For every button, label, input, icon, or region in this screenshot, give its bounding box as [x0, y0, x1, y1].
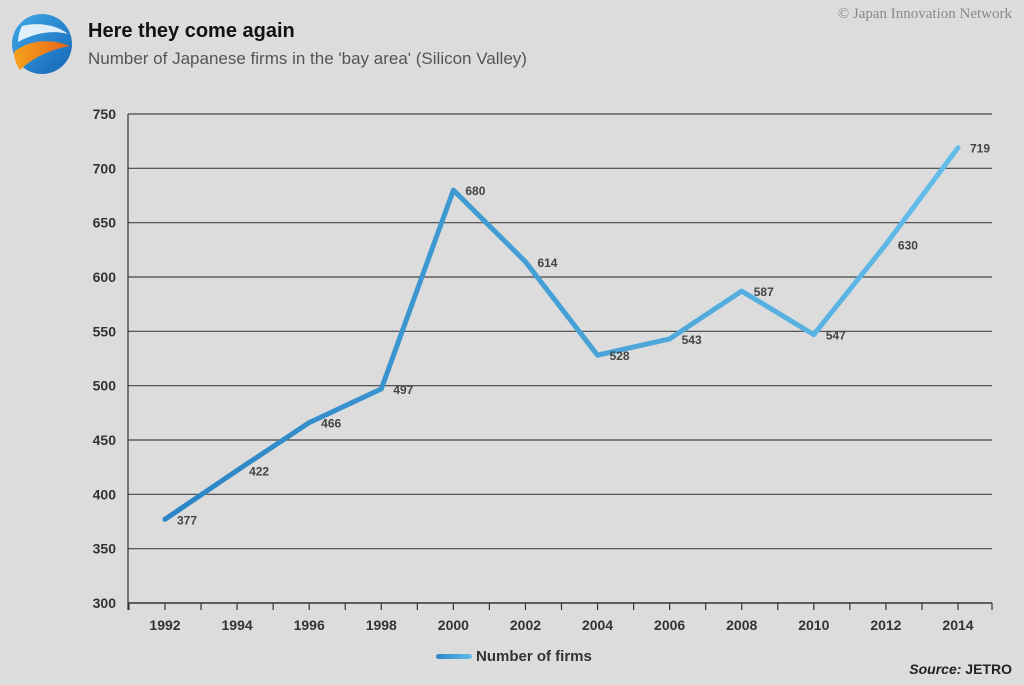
x-tick-label: 2010	[798, 617, 829, 633]
legend-label: Number of firms	[476, 648, 592, 665]
data-label: 614	[537, 256, 557, 270]
x-tick-label: 2000	[438, 617, 469, 633]
y-tick-label: 400	[93, 486, 117, 502]
data-label: 547	[826, 329, 846, 343]
data-label: 719	[970, 142, 990, 156]
x-tick-label: 2006	[654, 617, 685, 633]
copyright-credit: © Japan Innovation Network	[837, 6, 1012, 22]
y-tick-label: 500	[93, 378, 117, 394]
y-tick-label: 650	[93, 215, 117, 231]
y-tick-label: 700	[93, 160, 117, 176]
x-tick-label: 2004	[582, 617, 613, 633]
x-tick-label: 1994	[222, 617, 253, 633]
x-tick-label: 1996	[294, 617, 325, 633]
source-note: Source: JETRO	[909, 661, 1012, 677]
data-label: 466	[321, 417, 341, 431]
series-line-number-of-firms	[162, 145, 961, 522]
data-label: 630	[898, 238, 918, 252]
chart-title: Here they come again	[88, 20, 295, 42]
y-tick-labels: 300 350 400 450 500 550 600 650 700 750	[93, 106, 117, 611]
data-label: 422	[249, 464, 269, 478]
x-tick-label: 1998	[366, 617, 397, 633]
y-tick-label: 350	[93, 541, 117, 557]
x-tick-label: 2014	[942, 617, 973, 633]
legend-swatch	[436, 654, 472, 659]
data-label: 543	[682, 333, 702, 347]
legend: Number of firms	[436, 648, 592, 665]
y-tick-label: 450	[93, 432, 117, 448]
y-tick-label: 300	[93, 595, 117, 611]
globe-swirl-icon	[12, 14, 72, 74]
x-tick-labels: 1992 1994 1996 1998 2000 2002 2004 2006 2008 2010…	[149, 617, 973, 633]
axes	[127, 114, 993, 610]
y-tick-label: 550	[93, 323, 117, 339]
y-tick-label: 750	[93, 106, 117, 122]
data-label: 528	[610, 349, 630, 363]
x-tick-label: 2002	[510, 617, 541, 633]
x-tick-label: 2008	[726, 617, 757, 633]
source-label: Source:	[909, 661, 962, 677]
data-label: 680	[465, 184, 485, 198]
source-value: JETRO	[961, 661, 1012, 677]
y-tick-label: 600	[93, 269, 117, 285]
chart-subtitle: Number of Japanese firms in the 'bay are…	[88, 49, 527, 68]
data-labels: 377 422 466 497 680 614 528 543 587 547 630 719	[177, 142, 990, 528]
data-label: 497	[393, 383, 413, 397]
x-tick-label: 2012	[870, 617, 901, 633]
gridlines	[128, 113, 992, 550]
data-label: 377	[177, 513, 197, 527]
data-label: 587	[754, 285, 774, 299]
x-tick-label: 1992	[149, 617, 180, 633]
